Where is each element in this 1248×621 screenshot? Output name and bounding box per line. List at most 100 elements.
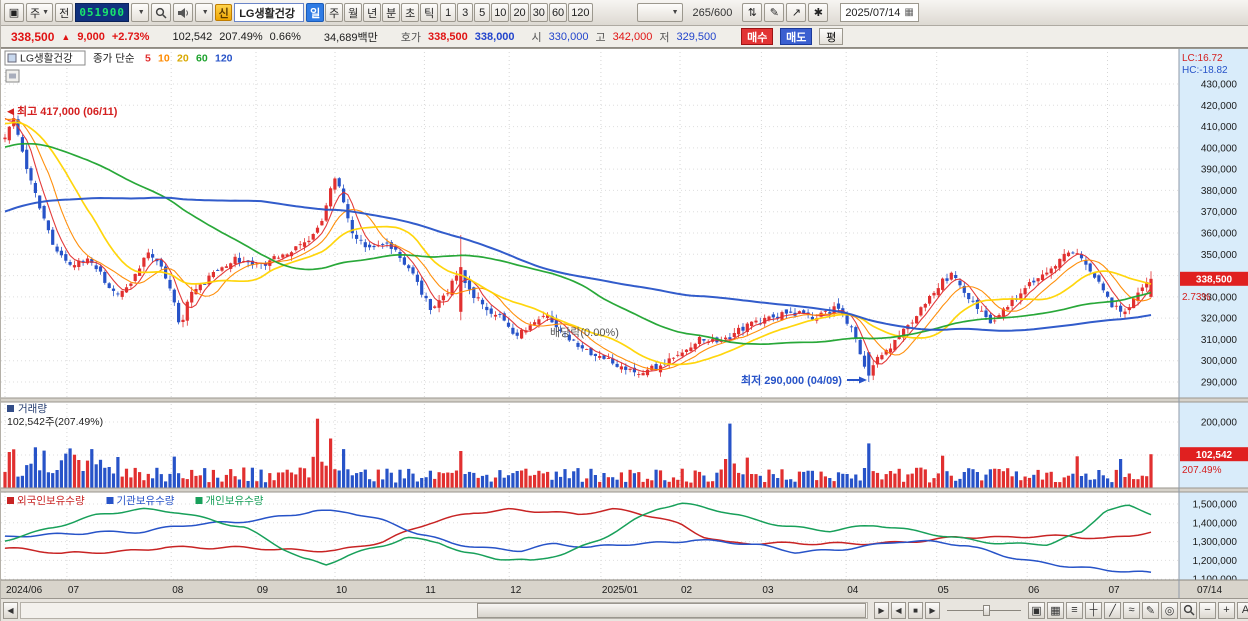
zoom-out-button[interactable]: − <box>1199 601 1216 619</box>
interval-button-5[interactable]: 5 <box>474 3 491 22</box>
current-price-tag: 338,500 <box>1180 271 1248 286</box>
sound-dropdown[interactable]: ▼ <box>195 3 214 22</box>
price-axis-label: 420,000 <box>1201 101 1238 112</box>
price-axis-label: 370,000 <box>1201 207 1238 218</box>
magnifier-glyph <box>1183 604 1195 616</box>
interval-button-60[interactable]: 60 <box>548 3 568 22</box>
high-label: 고 <box>595 31 606 44</box>
auto-scale-button[interactable]: A <box>1237 601 1248 619</box>
chart-legend: LG생활건강 종가 단순 5 10 20 60 120 <box>4 50 233 66</box>
crosshair-icon[interactable]: ┼ <box>1085 601 1102 619</box>
price-axis-label: 380,000 <box>1201 186 1238 197</box>
interval-button-1[interactable]: 1 <box>440 3 457 22</box>
settings-gear-icon[interactable]: ✱ <box>808 3 829 22</box>
code-dropdown[interactable]: ▼ <box>131 3 150 22</box>
trendline-icon[interactable]: ╱ <box>1104 601 1121 619</box>
month-label: 07 <box>68 585 80 596</box>
month-label: 08 <box>172 585 184 596</box>
bar-width-slider[interactable] <box>947 602 1021 619</box>
trade-value: 34,689백만 <box>323 31 378 44</box>
speaker-glyph <box>177 7 188 18</box>
legend-ma-5: 5 <box>145 53 151 65</box>
scrollbar-thumb[interactable] <box>476 602 866 618</box>
period-button-일[interactable]: 일 <box>306 3 325 22</box>
chart-window-icon[interactable]: ▣ <box>4 3 24 22</box>
wave-icon[interactable]: ≈ <box>1123 601 1140 619</box>
price-change-pct: +2.73% <box>111 30 150 43</box>
nav-back-button[interactable]: ◀ <box>891 601 906 619</box>
ma20-line <box>4 121 1152 366</box>
legend-ma-label: 종가 단순 <box>93 53 135 65</box>
slider-thumb[interactable] <box>983 604 990 616</box>
zoom-in-button[interactable]: + <box>1218 601 1235 619</box>
nav-play-button[interactable]: ▶ <box>874 601 889 619</box>
svg-text:338,500: 338,500 <box>1196 275 1233 286</box>
period-button-주[interactable]: 주 <box>325 3 344 22</box>
price-axis-label: 290,000 <box>1201 378 1238 389</box>
interval-button-10[interactable]: 10 <box>491 3 510 22</box>
mini-chart-icon <box>7 53 17 63</box>
bottom-bar: ◀ ▶ ◀ ■ ▶ ▣ ▦ ≡ ┼ ╱ ≈ ✎ ◎ − + A <box>1 598 1248 621</box>
stock-chart[interactable]: 290,000300,000310,000320,000330,000340,0… <box>1 48 1248 598</box>
end-date-label: 07/14 <box>1197 585 1222 596</box>
sell-button[interactable]: 매도 <box>780 28 813 45</box>
calendar-icon: ▦ <box>904 7 914 18</box>
stock-name-field[interactable]: LG생활건강 <box>234 3 305 22</box>
period-button-틱[interactable]: 틱 <box>420 3 439 22</box>
period-button-분[interactable]: 분 <box>382 3 401 22</box>
interval-dropdown[interactable]: ▼ <box>636 3 683 22</box>
grid-icon[interactable]: ▦ <box>1047 601 1064 619</box>
up-arrow-icon: ▲ <box>61 31 71 42</box>
ma60-line <box>4 142 1152 346</box>
draw-tool-icon[interactable]: ✎ <box>764 3 785 22</box>
interval-buttons: 1 3 5 10 20 30 60 120 <box>440 3 593 22</box>
ownership-legend-2: 개인보유수량 <box>206 495 264 507</box>
month-label: 05 <box>938 585 950 596</box>
interval-button-120[interactable]: 120 <box>568 3 593 22</box>
current-volume-tag: 102,542 <box>1180 447 1248 462</box>
indicator-icon[interactable]: ↗ <box>786 3 807 22</box>
interval-button-30[interactable]: 30 <box>529 3 548 22</box>
ma120-line <box>4 196 1152 332</box>
volume-change-axis-label: 207.49% <box>1182 465 1222 476</box>
prev-stock-button[interactable]: 전 <box>55 3 74 22</box>
chart-snapshot-icon[interactable] <box>5 69 20 83</box>
date-picker[interactable]: 2025/07/14 ▦ <box>840 3 919 22</box>
nav-stop-button[interactable]: ■ <box>908 601 923 619</box>
ask-price: 338,500 <box>428 30 468 43</box>
open-label: 시 <box>531 31 542 44</box>
price-change: 9,000 <box>77 30 105 43</box>
legend-ma-20: 20 <box>177 53 189 65</box>
compare-chart-icon[interactable]: ⇅ <box>742 3 763 22</box>
period-button-초[interactable]: 초 <box>401 3 420 22</box>
chart-kind-dropdown[interactable]: 주 ▼ <box>26 3 54 22</box>
interval-button-20[interactable]: 20 <box>510 3 529 22</box>
ownership-legend-1: 기관보유수량 <box>117 495 175 507</box>
zoom-search-icon[interactable] <box>1180 601 1197 619</box>
month-label: 03 <box>762 585 774 596</box>
interval-button-3[interactable]: 3 <box>457 3 474 22</box>
legend-stock-name: LG생활건강 <box>20 52 73 65</box>
volume-bars <box>3 418 1153 488</box>
search-icon[interactable] <box>151 3 172 22</box>
ex-dividend-annotation: 배당락(0.00%) <box>550 326 619 339</box>
chevron-down-icon: ▼ <box>137 9 145 16</box>
chart-scrollbar[interactable] <box>20 601 868 619</box>
nav-forward-button[interactable]: ▶ <box>925 601 940 619</box>
window-tile-icon[interactable]: ▣ <box>1028 601 1045 619</box>
month-label: 12 <box>510 585 522 596</box>
scroll-left-button[interactable]: ◀ <box>3 601 18 619</box>
avg-button[interactable]: 평 <box>819 28 844 45</box>
period-button-월[interactable]: 월 <box>344 3 363 22</box>
target-icon[interactable]: ◎ <box>1161 601 1178 619</box>
period-button-년[interactable]: 년 <box>363 3 382 22</box>
buy-button[interactable]: 매수 <box>741 28 774 45</box>
price-axis-label: 300,000 <box>1201 356 1238 367</box>
svg-text:최저 290,000 (04/09): 최저 290,000 (04/09) <box>741 373 842 387</box>
sound-icon[interactable] <box>173 3 194 22</box>
pencil-icon[interactable]: ✎ <box>1142 601 1159 619</box>
stock-code-input[interactable]: 051900 <box>75 3 130 22</box>
list-icon[interactable]: ≡ <box>1066 601 1083 619</box>
